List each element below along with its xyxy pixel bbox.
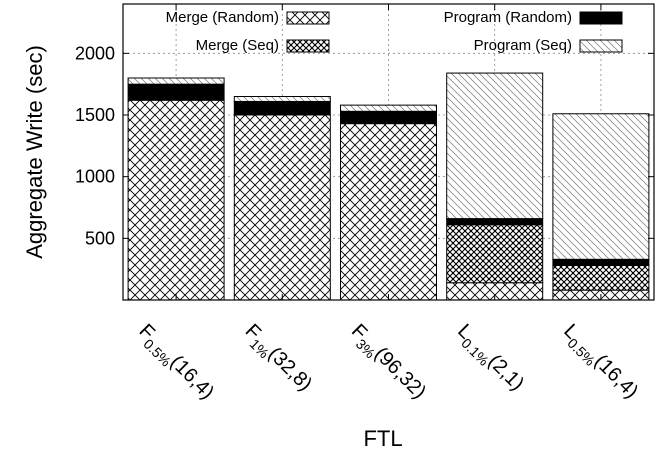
bar-segment xyxy=(446,224,544,284)
legend-label: Merge (Random) xyxy=(166,9,279,26)
legend-swatch xyxy=(286,39,330,53)
x-axis-title: FTL xyxy=(363,426,402,451)
legend-swatch xyxy=(579,11,623,25)
bar-segment xyxy=(446,218,544,226)
x-tick-label: F0.5%(16,4) xyxy=(132,320,219,407)
bar-segment xyxy=(340,110,437,125)
x-tick-label: F3%(96,32) xyxy=(344,320,430,406)
bar-segment xyxy=(127,99,225,301)
x-tick-label: L0.1%(2,1) xyxy=(450,320,528,398)
legend-item: Merge (Random) xyxy=(166,9,330,26)
bar-segment xyxy=(552,264,650,291)
legend-item: Merge (Seq) xyxy=(196,37,330,54)
legend: Merge (Random) Merge (Seq) Program (Random… xyxy=(166,9,623,54)
legend-swatch xyxy=(579,39,623,53)
legend-label: Program (Random) xyxy=(444,9,572,26)
y-tick-label: 1500 xyxy=(75,105,115,125)
y-axis-title: Aggregate Write (sec) xyxy=(22,45,47,259)
bar-segment xyxy=(552,258,650,266)
bar-segment xyxy=(233,100,331,116)
bar-segment xyxy=(233,96,331,102)
y-axis-ticks: 500 1000 1500 2000 xyxy=(75,43,654,248)
bar-segment xyxy=(127,77,225,85)
bars xyxy=(127,72,650,301)
y-tick-label: 500 xyxy=(85,228,115,248)
legend-item: Program (Seq) xyxy=(474,37,623,54)
bar-segment xyxy=(552,113,650,260)
legend-label: Merge (Seq) xyxy=(196,37,279,54)
y-tick-label: 2000 xyxy=(75,43,115,63)
legend-item: Program (Random) xyxy=(444,9,623,26)
bar-segment xyxy=(127,83,225,101)
legend-label: Program (Seq) xyxy=(474,37,572,54)
y-tick-label: 1000 xyxy=(75,167,115,187)
bar-segment xyxy=(340,104,437,112)
x-tick-label: L0.5%(16,4) xyxy=(557,320,643,406)
bar-segment xyxy=(340,123,437,301)
bar-segment xyxy=(233,114,331,301)
x-tick-label: F1%(32,8) xyxy=(238,320,316,398)
legend-swatch xyxy=(286,11,330,25)
bar-segment xyxy=(446,72,544,220)
